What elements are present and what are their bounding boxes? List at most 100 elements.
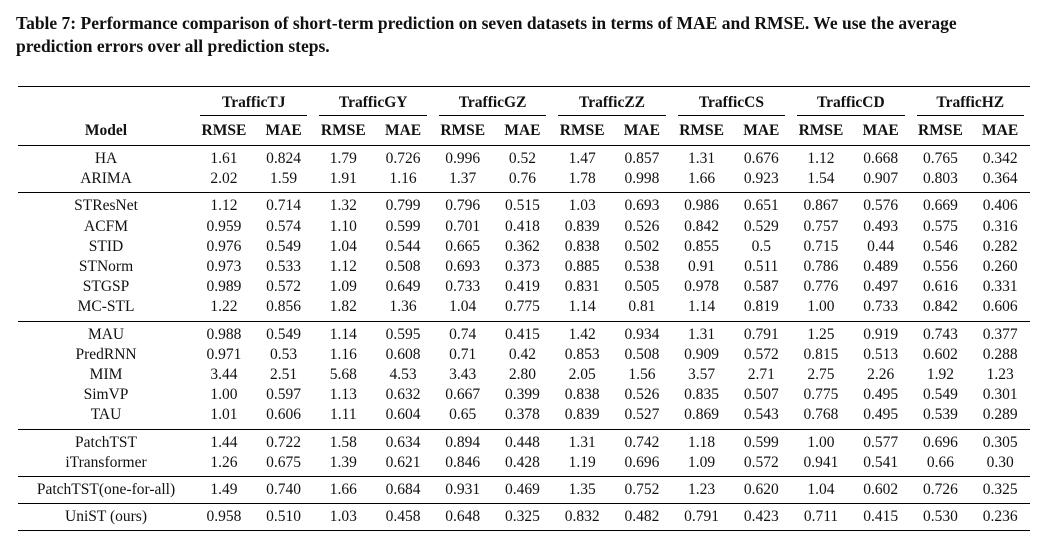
metric-value: 0.815 (803, 345, 839, 363)
metric-value: 0.458 (385, 508, 421, 526)
metric-value: 2.80 (508, 366, 537, 384)
metric-value: 0.91 (688, 258, 716, 276)
metric-value: 1.14 (688, 298, 716, 316)
metric-value: 0.448 (505, 433, 540, 451)
metric-value: 2.02 (210, 170, 238, 188)
metric-value: 0.342 (982, 150, 1018, 167)
metric-value: 1.82 (329, 298, 357, 316)
metric-value: 0.973 (206, 258, 242, 276)
metric-value: 0.923 (743, 170, 779, 188)
metric-value: 0.572 (743, 453, 779, 471)
metric-value: 1.22 (210, 298, 238, 316)
metric-value: 0.693 (624, 197, 660, 215)
table-caption: Table 7: Performance comparison of short… (16, 13, 957, 56)
metric-value: 0.634 (385, 433, 421, 451)
table-row: ACFM 0.959 0.574 1.10 0.599 0.701 0.418 0.839 0.… (18, 217, 1030, 237)
metric-value: 0.423 (743, 508, 779, 526)
model-name: TAU (90, 406, 122, 424)
metric-value: 0.508 (385, 258, 421, 276)
metric-value: 0.959 (206, 217, 242, 235)
metric-value: 0.839 (564, 217, 600, 235)
metric-value: 0.428 (505, 453, 540, 471)
metric-value: 0.574 (266, 217, 302, 235)
metric-value: 0.665 (445, 237, 481, 255)
metric-value: 1.16 (389, 170, 417, 188)
dataset-cmidrule (200, 115, 308, 116)
table-row: iTransformer 1.26 0.675 1.39 0.621 0.846 0.428… (18, 453, 1030, 477)
model-name: STNorm (78, 258, 134, 276)
metric-value: 0.415 (863, 508, 899, 526)
metric-value: 0.495 (863, 386, 899, 404)
metric-value: 0.696 (624, 453, 660, 471)
model-name: PatchTST(one-for-all) (36, 481, 176, 499)
metric-value: 0.885 (564, 258, 600, 276)
metric-value: 0.740 (266, 481, 302, 499)
metric-value: 0.572 (266, 278, 302, 296)
metric-value: 0.305 (982, 433, 1018, 451)
metric-value: 1.19 (568, 453, 596, 471)
dataset-header: TrafficHZ (911, 87, 1030, 116)
metric-value: 1.32 (329, 197, 357, 215)
metric-value: 0.608 (385, 345, 421, 363)
metric-value: 0.74 (449, 325, 477, 343)
metric-value: 1.47 (568, 150, 596, 167)
metric-value: 0.66 (926, 453, 954, 471)
metric-value: 0.30 (986, 453, 1014, 471)
metric-header: RMSE (440, 121, 486, 139)
metric-value: 0.549 (922, 386, 958, 404)
metric-value: 2.71 (747, 366, 775, 384)
metric-value: 1.04 (449, 298, 477, 316)
metric-value: 0.595 (385, 325, 421, 343)
metric-value: 0.776 (803, 278, 839, 296)
metric-value: 1.26 (210, 453, 238, 471)
model-header: Model (84, 121, 128, 139)
metric-value: 0.71 (449, 345, 477, 363)
metric-value: 0.419 (505, 278, 540, 296)
metric-value: 1.23 (688, 481, 716, 499)
table-row: UniST (ours) 0.958 0.510 1.03 0.458 0.648 0.32… (18, 504, 1030, 531)
metric-value: 0.538 (624, 258, 660, 276)
metric-value: 0.986 (684, 197, 720, 215)
metric-value: 0.513 (863, 345, 899, 363)
metric-value: 0.971 (206, 345, 242, 363)
metric-value: 0.934 (624, 325, 660, 343)
metric-value: 1.42 (568, 325, 596, 343)
metric-value: 0.541 (863, 453, 899, 471)
metric-value: 0.941 (803, 453, 839, 471)
metric-value: 0.768 (803, 406, 839, 424)
metric-value: 4.53 (389, 366, 417, 384)
metric-value: 1.00 (807, 433, 835, 451)
metric-value: 0.988 (206, 325, 242, 343)
model-group: PatchTST 1.44 0.722 1.58 0.634 0.894 0.448 1.31… (18, 429, 1030, 477)
metric-header-row: Model RMSE MAE RMSE MAE RMSE MAE RMSE MAE RMSE MA… (18, 116, 1030, 146)
metric-value: 0.602 (863, 481, 899, 499)
metric-value: 0.301 (982, 386, 1018, 404)
metric-value: 0.530 (922, 508, 958, 526)
metric-value: 0.377 (982, 325, 1018, 343)
metric-value: 0.855 (684, 237, 720, 255)
metric-value: 1.31 (688, 325, 716, 343)
metric-value: 1.58 (329, 433, 357, 451)
metric-value: 0.76 (508, 170, 537, 188)
metric-value: 0.693 (445, 258, 481, 276)
metric-value: 1.31 (568, 433, 596, 451)
table-row: MC-STL 1.22 0.856 1.82 1.36 1.04 0.775 1.14 0.81… (18, 297, 1030, 321)
dataset-cmidrule (677, 115, 786, 116)
metric-value: 0.260 (982, 258, 1018, 276)
metric-value: 0.489 (863, 258, 899, 276)
metric-header: MAE (265, 121, 302, 139)
table-row: STGSP 0.989 0.572 1.09 0.649 0.733 0.419 0.831 0… (18, 277, 1030, 297)
metric-value: 0.515 (505, 197, 540, 215)
metric-value: 0.701 (445, 217, 481, 235)
metric-value: 0.831 (564, 278, 600, 296)
metric-value: 1.91 (329, 170, 357, 188)
metric-value: 1.03 (568, 197, 596, 215)
metric-value: 0.599 (385, 217, 421, 235)
metric-value: 1.59 (270, 170, 298, 188)
metric-value: 1.14 (329, 325, 357, 343)
metric-value: 0.415 (505, 325, 540, 343)
metric-value: 0.576 (863, 197, 899, 215)
metric-header: MAE (504, 121, 541, 139)
table-row: HA 1.61 0.824 1.79 0.726 0.996 0.52 1.47 0.857 1.… (18, 146, 1030, 170)
dataset-header: TrafficGY (313, 87, 432, 116)
